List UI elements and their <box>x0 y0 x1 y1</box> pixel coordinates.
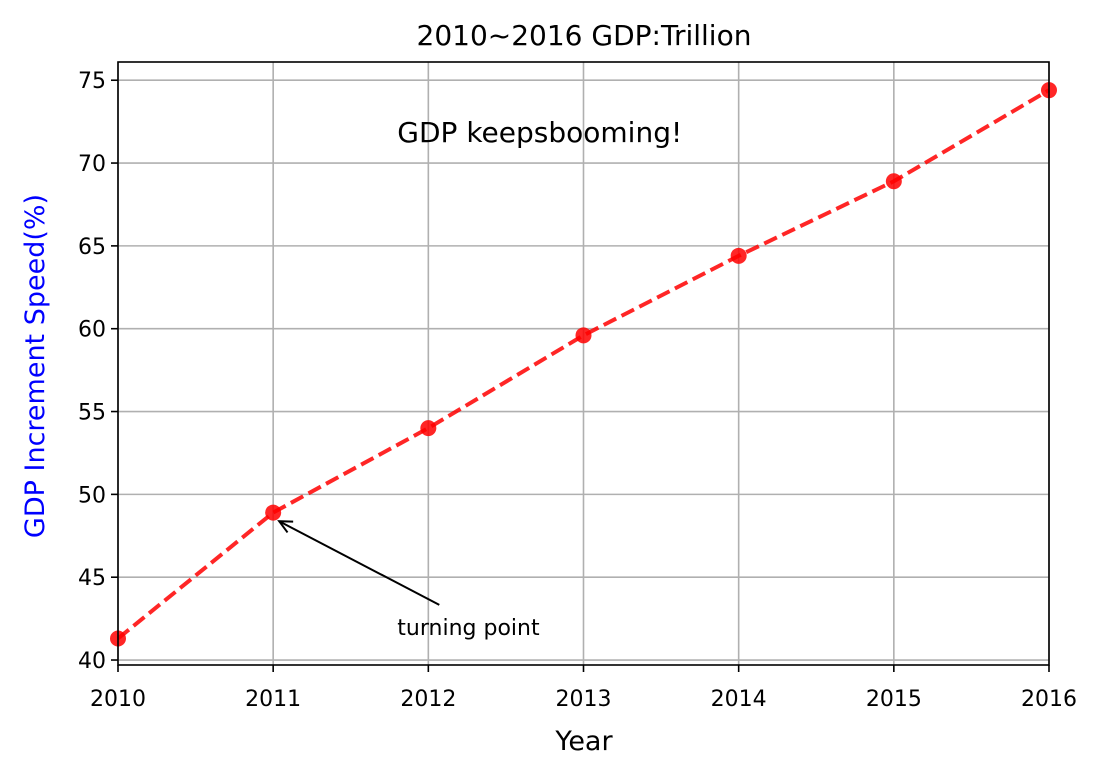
y-tick-label: 45 <box>78 566 106 591</box>
y-axis-label: GDP Increment Speed(%) <box>20 194 51 538</box>
booming-annotation: GDP keepsbooming! <box>397 116 682 149</box>
y-tick-label: 70 <box>78 152 106 177</box>
x-tick-label: 2016 <box>1021 687 1077 712</box>
x-tick-label: 2015 <box>866 687 922 712</box>
x-tick-label: 2010 <box>90 687 146 712</box>
annotations-group: GDP keepsbooming! turning point <box>277 116 682 641</box>
data-point <box>420 420 437 437</box>
grid-lines <box>117 62 1050 665</box>
data-point <box>730 247 747 264</box>
data-point <box>265 504 282 521</box>
series-group <box>110 82 1057 647</box>
y-tick-label: 50 <box>78 483 106 508</box>
chart-title: 2010~2016 GDP:Trillion <box>417 19 752 52</box>
annotation-arrow-line <box>278 520 440 606</box>
x-tick-label: 2014 <box>711 687 767 712</box>
y-tick-label: 55 <box>78 401 106 426</box>
data-point <box>575 327 592 344</box>
turning-point-annotation: turning point <box>397 616 540 641</box>
y-axis-ticks: 40 45 50 55 60 65 70 75 <box>78 69 118 674</box>
x-axis-ticks: 2010 2011 2012 2013 2014 2015 2016 <box>90 665 1077 712</box>
y-tick-label: 75 <box>78 69 106 94</box>
annotation-arrow-head <box>277 520 294 534</box>
y-tick-label: 65 <box>78 235 106 260</box>
y-tick-label: 60 <box>78 318 106 343</box>
x-tick-label: 2013 <box>556 687 612 712</box>
x-tick-label: 2012 <box>400 687 456 712</box>
data-point <box>885 173 902 190</box>
y-tick-label: 40 <box>78 649 106 674</box>
x-axis-label: Year <box>554 726 613 757</box>
x-tick-label: 2011 <box>245 687 301 712</box>
